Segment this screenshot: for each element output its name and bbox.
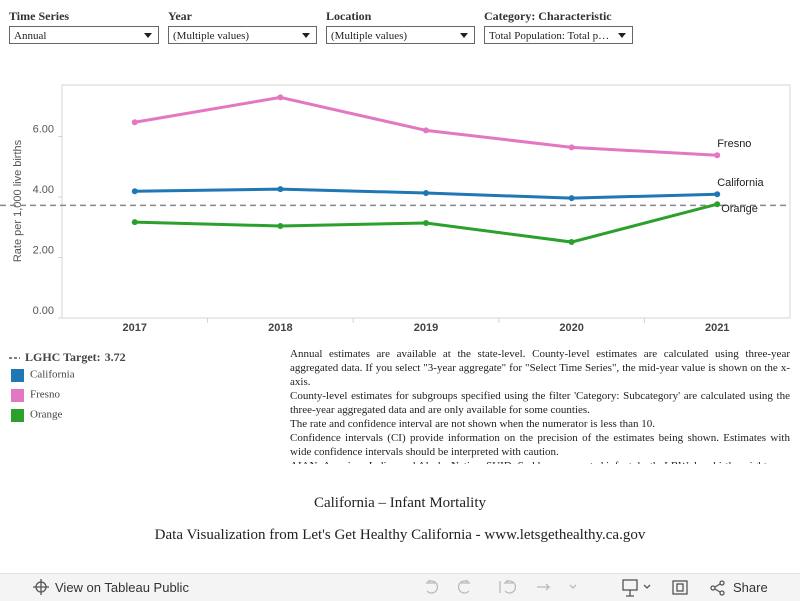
target-value: 3.72 <box>105 350 126 364</box>
y-tick-label: 6.00 <box>33 123 54 135</box>
note: County-level estimates for subgroups spe… <box>290 390 790 416</box>
legend-swatch <box>11 409 24 422</box>
legend-target-label: LGHC Target: 3.72 <box>25 350 126 364</box>
data-point <box>714 201 721 208</box>
filter-label: Time Series <box>9 9 70 23</box>
y-tick-label: 0.00 <box>33 305 54 317</box>
toolbar: View on Tableau Public Share <box>0 573 800 601</box>
data-point <box>277 94 284 101</box>
share-button[interactable]: Share <box>733 580 768 595</box>
series-end-label: Fresno <box>717 138 751 150</box>
note: The rate and confidence interval are not… <box>290 418 656 430</box>
series-line <box>134 95 718 157</box>
y-axis-label: Rate per 1,000 live births <box>12 139 24 262</box>
filter-dropdown[interactable]: Total Population: Total p… <box>484 26 633 44</box>
data-point <box>131 219 138 226</box>
data-point <box>568 239 575 246</box>
note: Annual estimates are available at the st… <box>290 348 790 388</box>
filter-dropdown[interactable]: Annual <box>9 26 159 44</box>
filter-label: Location <box>326 9 372 23</box>
data-point <box>423 219 429 226</box>
legend-label: Fresno <box>30 389 60 401</box>
x-tick-label: 2018 <box>268 322 292 334</box>
filter-label: Category: Characteristic <box>484 9 612 23</box>
filter-dropdown[interactable]: (Multiple values) <box>326 26 475 44</box>
note: AIAN: American Indian and Alaska Native;… <box>290 459 790 464</box>
data-point <box>714 191 721 198</box>
data-point <box>131 119 138 126</box>
x-tick-label: 2021 <box>705 322 729 334</box>
data-point <box>568 195 575 202</box>
filter-label: Year <box>168 9 192 23</box>
y-tick-label: 4.00 <box>33 184 54 196</box>
x-tick-label: 2019 <box>414 322 438 334</box>
view-on-tableau-link[interactable]: View on Tableau Public <box>55 580 189 595</box>
notes: Annual estimates are available at the st… <box>290 347 790 464</box>
legend-label: Orange <box>30 409 62 421</box>
data-point <box>131 188 138 195</box>
legend-swatch <box>11 389 24 402</box>
y-tick-label: 2.00 <box>33 244 54 256</box>
data-point <box>568 144 575 151</box>
legend: LGHC Target: 3.72 California Fresno Orange <box>9 350 126 422</box>
footer-title: California – Infant Mortality <box>313 495 487 511</box>
series-end-label: California <box>717 177 764 189</box>
legend-label: California <box>30 369 75 381</box>
filter-dropdown[interactable]: (Multiple values) <box>168 26 317 44</box>
data-point <box>714 152 721 159</box>
chart: Rate per 1,000 live births 0.00 2.00 4.00 6… <box>0 84 791 422</box>
data-point <box>423 190 429 197</box>
x-tick-label: 2017 <box>123 322 147 334</box>
x-tick-label: 2020 <box>559 322 583 334</box>
toolbar-icons <box>33 579 725 597</box>
note: Confidence intervals (CI) provide inform… <box>290 432 790 458</box>
target-label: LGHC Target: <box>25 350 101 364</box>
data-point <box>277 223 284 230</box>
footer-subtitle: Data Visualization from Let's Get Health… <box>154 527 646 543</box>
plot-frame <box>61 84 791 319</box>
legend-swatch <box>11 369 24 382</box>
data-point <box>277 186 284 193</box>
series-end-label: Orange <box>721 203 758 215</box>
data-point <box>423 127 429 134</box>
